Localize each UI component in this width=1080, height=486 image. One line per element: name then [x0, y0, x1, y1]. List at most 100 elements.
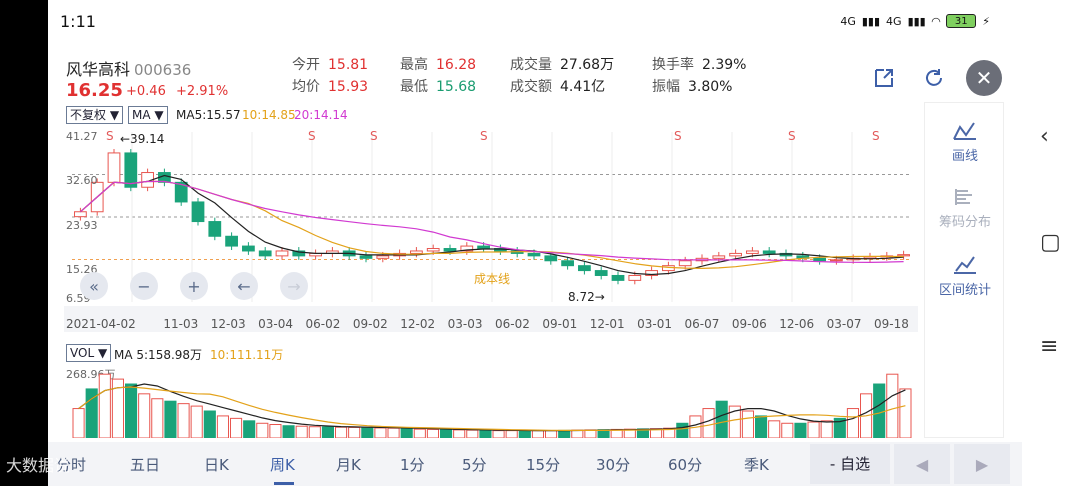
candle — [628, 274, 642, 281]
candle — [258, 250, 272, 257]
prev-stock-button[interactable]: ◀ — [894, 444, 950, 484]
open-label: 今开 — [292, 57, 320, 73]
volume-bar — [98, 373, 111, 438]
date-tick-label: 09-06 — [731, 317, 767, 331]
volume-bar — [295, 425, 308, 438]
volume-chart[interactable] — [64, 364, 918, 438]
low-value: 15.68 — [436, 79, 477, 95]
plus-icon: + — [187, 276, 201, 296]
tab-7[interactable]: 15分 — [526, 456, 561, 474]
candle — [897, 254, 910, 257]
close-icon: ✕ — [975, 66, 993, 90]
close-button[interactable]: ✕ — [966, 60, 1002, 96]
zoom-out-button[interactable]: − — [130, 272, 158, 300]
sell-marker: S — [308, 129, 316, 143]
move-back-button[interactable]: ← — [230, 272, 258, 300]
indicator-select[interactable]: MA ▼ — [128, 106, 168, 124]
chip-distribution-button[interactable]: 筹码分布 — [925, 187, 1005, 230]
ma5-value: MA5:15.57 — [176, 108, 241, 122]
sell-marker: S — [872, 129, 880, 143]
tab-0[interactable]: 分时 — [56, 456, 87, 474]
volume-bar — [781, 422, 794, 438]
ma10-value: 10:14.85 — [242, 108, 296, 122]
back-nav-button[interactable]: ‹ — [1040, 124, 1049, 149]
charging-icon: ⚡ — [982, 14, 990, 28]
volume-bar — [846, 408, 859, 438]
home-nav-button[interactable]: ▢ — [1040, 230, 1061, 255]
amplitude-label: 振幅 — [652, 79, 680, 95]
add-to-watchlist-button[interactable]: - 自选 — [810, 444, 890, 484]
volume-bar — [321, 426, 334, 438]
volume-bar — [741, 410, 754, 438]
recent-apps-button[interactable]: ≡ — [1040, 334, 1058, 359]
kline-chart[interactable] — [64, 124, 918, 334]
volume-bar — [584, 429, 597, 438]
candle — [242, 245, 255, 252]
tab-2[interactable]: 日K — [204, 456, 229, 474]
date-tick-label: 12-03 — [210, 317, 246, 331]
sell-marker: S — [370, 129, 378, 143]
date-tick-label: 03-04 — [258, 317, 293, 331]
draw-line-button[interactable]: 画线 — [925, 121, 1005, 164]
signal-icon: 4G — [840, 14, 856, 28]
volume-bar — [558, 429, 571, 438]
active-tab-underline — [274, 482, 294, 485]
candle — [74, 211, 87, 218]
kline-chart-panel[interactable]: 不复权 ▼ MA ▼ MA5:15.57 10:14.85 20:14.14 4… — [64, 102, 918, 438]
candle — [426, 248, 440, 252]
tab-6[interactable]: 5分 — [462, 456, 487, 474]
tab-3[interactable]: 周K — [270, 456, 295, 474]
menu-icon: ≡ — [1040, 334, 1059, 359]
volume-indicator-select[interactable]: VOL ▼ — [66, 344, 112, 362]
volume-bar — [545, 430, 558, 438]
tab-9[interactable]: 60分 — [668, 456, 703, 474]
candle — [376, 255, 390, 259]
candle — [544, 255, 558, 262]
share-button[interactable] — [866, 60, 902, 96]
candle — [729, 252, 742, 257]
candle — [460, 245, 474, 252]
ma20-value: 20:14.14 — [294, 108, 348, 122]
volume-bar — [492, 430, 505, 438]
date-tick-label: 09-18 — [874, 317, 909, 331]
refresh-button[interactable] — [916, 60, 952, 96]
change-value: +0.46 — [126, 84, 166, 99]
stock-change: +0.46 +2.91% — [126, 84, 228, 99]
ma5-line — [80, 174, 904, 276]
date-tick-label: 09-02 — [352, 317, 388, 331]
move-forward-button[interactable]: → — [280, 272, 308, 300]
tab-5[interactable]: 1分 — [400, 456, 425, 474]
tab-8[interactable]: 30分 — [596, 456, 631, 474]
tab-10[interactable]: 季K — [744, 456, 769, 474]
price-label-2: 32.60 — [66, 174, 98, 187]
candle — [830, 259, 843, 262]
volume-bar — [505, 430, 518, 438]
refresh-icon — [926, 69, 942, 86]
volume-ma10-line — [78, 386, 906, 432]
date-tick-label: 11-03 — [163, 317, 199, 331]
next-stock-button[interactable]: ▶ — [954, 444, 1010, 484]
open-value: 15.81 — [328, 57, 369, 73]
amplitude-value: 3.80% — [688, 79, 733, 95]
candle — [594, 270, 608, 276]
battery-icon: 31 — [946, 14, 977, 28]
zoom-out-fast-button[interactable]: « — [80, 272, 108, 300]
volume-bar — [374, 427, 387, 438]
date-tick-label: 03-01 — [637, 317, 672, 331]
date-tick-label: 2021-04-02 — [66, 317, 136, 331]
square-icon: ▢ — [1040, 230, 1061, 255]
volume-bar — [216, 415, 229, 438]
zoom-in-button[interactable]: + — [180, 272, 208, 300]
range-stats-icon — [954, 256, 976, 274]
cost-line-label: 成本线 — [474, 272, 511, 286]
volume-bar — [85, 388, 98, 438]
tab-1[interactable]: 五日 — [130, 456, 161, 474]
stock-title: 风华高科 000636 — [66, 56, 191, 80]
tab-4[interactable]: 月K — [336, 456, 361, 474]
date-tick-label: 03-07 — [826, 317, 862, 331]
date-axis-background — [64, 306, 918, 332]
candle — [410, 250, 423, 254]
adjust-select[interactable]: 不复权 ▼ — [66, 106, 124, 124]
range-stats-button[interactable]: 区间统计 — [925, 255, 1005, 298]
price-label-3: 23.93 — [66, 219, 98, 232]
